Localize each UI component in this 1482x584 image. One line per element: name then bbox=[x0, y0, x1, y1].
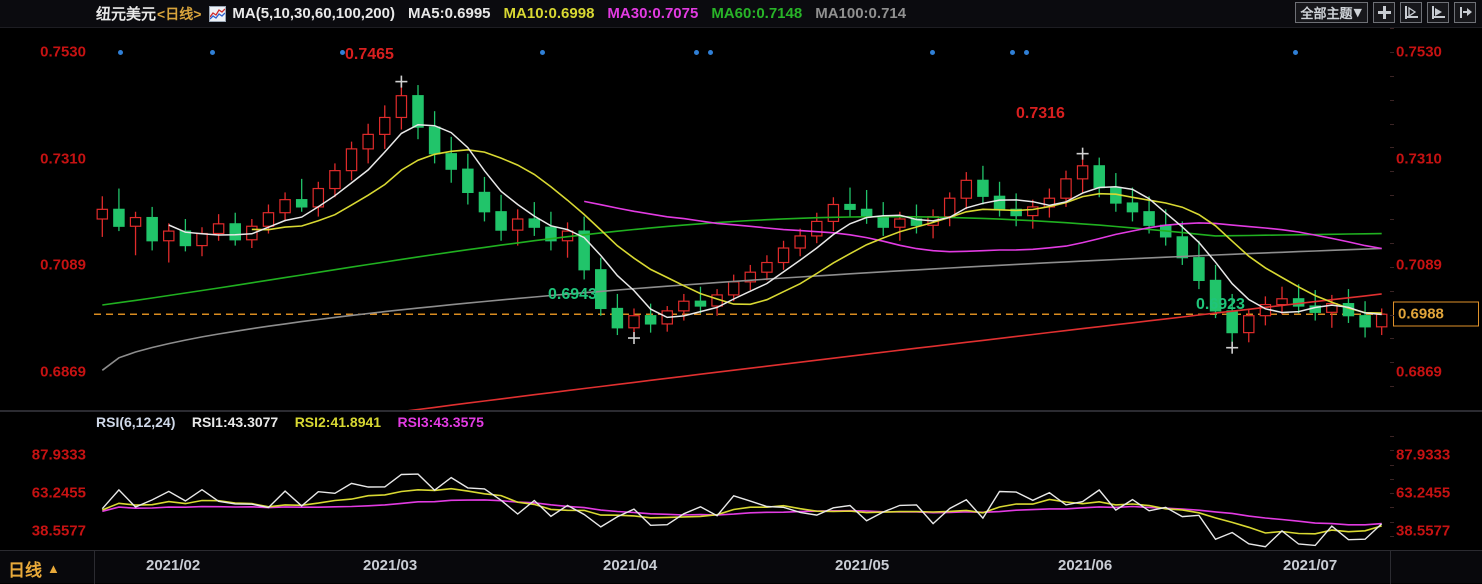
axis-tick-mark bbox=[1390, 436, 1394, 437]
axis-tick-mark bbox=[1390, 290, 1394, 292]
event-marker-dot[interactable] bbox=[694, 50, 699, 55]
axis-tick-mark bbox=[1390, 464, 1394, 466]
date-tick: 2021/07 bbox=[1283, 557, 1338, 574]
axis-separator bbox=[1390, 551, 1391, 584]
rsi3-value: RSI3:43.3575 bbox=[397, 414, 484, 430]
axis-tick-mark bbox=[1390, 338, 1394, 340]
fit-right-icon[interactable] bbox=[1427, 2, 1449, 23]
date-tick: 2021/02 bbox=[146, 557, 201, 574]
axis-tick-mark bbox=[1390, 195, 1394, 197]
axis-tick-mark bbox=[1390, 123, 1394, 125]
rsi-tick-right: 38.5577 bbox=[1396, 522, 1451, 540]
price-tick-right: 0.7089 bbox=[1396, 256, 1442, 274]
rsi-tick-right: 87.9333 bbox=[1396, 446, 1451, 464]
axis-tick-mark bbox=[1390, 99, 1394, 101]
price-extreme-label: 0.6923 bbox=[1196, 296, 1245, 313]
price-plot-canvas[interactable] bbox=[94, 28, 1390, 410]
theme-dropdown-label: 全部主题 bbox=[1300, 7, 1353, 22]
price-tick-left: 0.7089 bbox=[40, 256, 86, 274]
rsi-tick-left: 38.5577 bbox=[31, 522, 86, 540]
rsi-header: RSI(6,12,24) RSI1:43.3077 RSI2:41.8941 R… bbox=[96, 414, 496, 432]
axis-separator bbox=[94, 551, 95, 584]
axis-tick-mark bbox=[1390, 521, 1394, 523]
axis-tick-mark bbox=[1390, 450, 1394, 452]
event-marker-dot[interactable] bbox=[1010, 50, 1015, 55]
date-tick: 2021/03 bbox=[363, 557, 418, 574]
current-price-badge[interactable]: 0.6988 bbox=[1393, 301, 1479, 327]
ma5-value: MA5:0.6995 bbox=[407, 5, 491, 22]
axis-tick-mark bbox=[1390, 478, 1394, 480]
ma10-value: MA10:0.6998 bbox=[503, 5, 595, 22]
price-chart-pane[interactable] bbox=[0, 28, 1482, 410]
ma-indicator-title: MA(5,10,30,60,100,200) bbox=[232, 5, 395, 22]
chevron-down-icon: ▼ bbox=[1353, 6, 1362, 19]
event-marker-dot[interactable] bbox=[540, 50, 545, 55]
chart-header: 纽元美元 <日线> MA(5,10,30,60,100,200) MA5:0.6… bbox=[0, 0, 1482, 28]
header-toolbar: 全部主题 ▼ bbox=[1294, 2, 1476, 23]
ma60-value: MA60:0.7148 bbox=[711, 5, 803, 22]
axis-tick-mark bbox=[1390, 362, 1394, 364]
rsi-title: RSI(6,12,24) bbox=[96, 414, 176, 430]
rsi-chart-pane[interactable]: RSI(6,12,24) RSI1:43.3077 RSI2:41.8941 R… bbox=[0, 412, 1482, 550]
axis-tick-mark bbox=[1390, 75, 1394, 77]
axis-tick-mark bbox=[1390, 507, 1394, 509]
ma100-value: MA100:0.714 bbox=[815, 5, 907, 22]
ma30-value: MA30:0.7075 bbox=[607, 5, 699, 22]
exit-icon[interactable] bbox=[1454, 2, 1476, 23]
axis-tick-mark bbox=[1390, 147, 1394, 149]
candlestick-icon[interactable] bbox=[209, 5, 227, 22]
price-tick-left: 0.7530 bbox=[40, 43, 86, 61]
price-axis-left[interactable]: 0.7530 0.7310 0.7089 0.6869 bbox=[0, 28, 94, 410]
event-marker-dot[interactable] bbox=[1293, 50, 1298, 55]
event-marker-dot[interactable] bbox=[210, 50, 215, 55]
date-tick: 2021/04 bbox=[603, 557, 658, 574]
rsi-tick-left: 87.9333 bbox=[31, 446, 86, 464]
rsi-axis-right[interactable]: 87.9333 63.2455 38.5577 bbox=[1390, 412, 1482, 551]
symbol-period: <日线> bbox=[157, 5, 202, 22]
rsi2-value: RSI2:41.8941 bbox=[294, 414, 382, 430]
move-crosshair-icon[interactable] bbox=[1373, 2, 1395, 23]
event-marker-dot[interactable] bbox=[1024, 50, 1029, 55]
date-tick: 2021/06 bbox=[1058, 557, 1113, 574]
rsi-plot-canvas[interactable] bbox=[94, 436, 1390, 550]
header-info: 纽元美元 <日线> MA(5,10,30,60,100,200) MA5:0.6… bbox=[0, 3, 919, 24]
date-tick: 2021/05 bbox=[835, 557, 890, 574]
price-extreme-label: 0.6943 bbox=[548, 286, 597, 303]
price-tick-right: 0.6869 bbox=[1396, 363, 1442, 381]
axis-tick-mark bbox=[1390, 266, 1394, 268]
price-extreme-label: 0.7465 bbox=[345, 46, 394, 63]
period-selector[interactable]: 日线 ▲ bbox=[8, 556, 60, 581]
rsi-tick-left: 63.2455 bbox=[31, 484, 86, 502]
event-marker-dot[interactable] bbox=[118, 50, 123, 55]
axis-tick-mark bbox=[1390, 51, 1394, 53]
axis-tick-mark bbox=[1390, 219, 1394, 220]
axis-tick-mark bbox=[1390, 28, 1394, 29]
rsi-tick-right: 63.2455 bbox=[1396, 484, 1451, 502]
pane-divider[interactable] bbox=[0, 410, 1482, 412]
rsi1-value: RSI1:43.3077 bbox=[191, 414, 279, 430]
rsi-axis-left[interactable]: 87.9333 63.2455 38.5577 bbox=[0, 412, 94, 550]
event-marker-dot[interactable] bbox=[340, 50, 345, 55]
triangle-up-icon: ▲ bbox=[47, 561, 60, 576]
axis-tick-mark bbox=[1390, 171, 1394, 173]
price-tick-left: 0.7310 bbox=[40, 150, 86, 168]
axis-tick-mark bbox=[1390, 493, 1394, 494]
price-tick-right: 0.7530 bbox=[1396, 43, 1442, 61]
event-marker-dot[interactable] bbox=[708, 50, 713, 55]
axis-tick-mark bbox=[1390, 386, 1394, 388]
event-marker-dot[interactable] bbox=[930, 50, 935, 55]
price-tick-right: 0.7310 bbox=[1396, 150, 1442, 168]
price-tick-left: 0.6869 bbox=[40, 363, 86, 381]
theme-dropdown[interactable]: 全部主题 ▼ bbox=[1294, 2, 1368, 23]
period-selector-label: 日线 bbox=[8, 561, 42, 580]
fit-left-icon[interactable] bbox=[1400, 2, 1422, 23]
price-extreme-label: 0.7316 bbox=[1016, 105, 1065, 122]
axis-tick-mark bbox=[1390, 314, 1394, 316]
symbol-name: 纽元美元 bbox=[96, 6, 157, 23]
time-axis[interactable]: 日线 ▲ 2021/02 2021/03 2021/04 2021/05 2021/06… bbox=[0, 550, 1482, 584]
axis-tick-mark bbox=[1390, 535, 1394, 537]
axis-tick-mark bbox=[1390, 242, 1394, 244]
price-axis-right[interactable]: 0.7530 0.7310 0.7089 0.6869 0.6988 bbox=[1390, 28, 1482, 411]
